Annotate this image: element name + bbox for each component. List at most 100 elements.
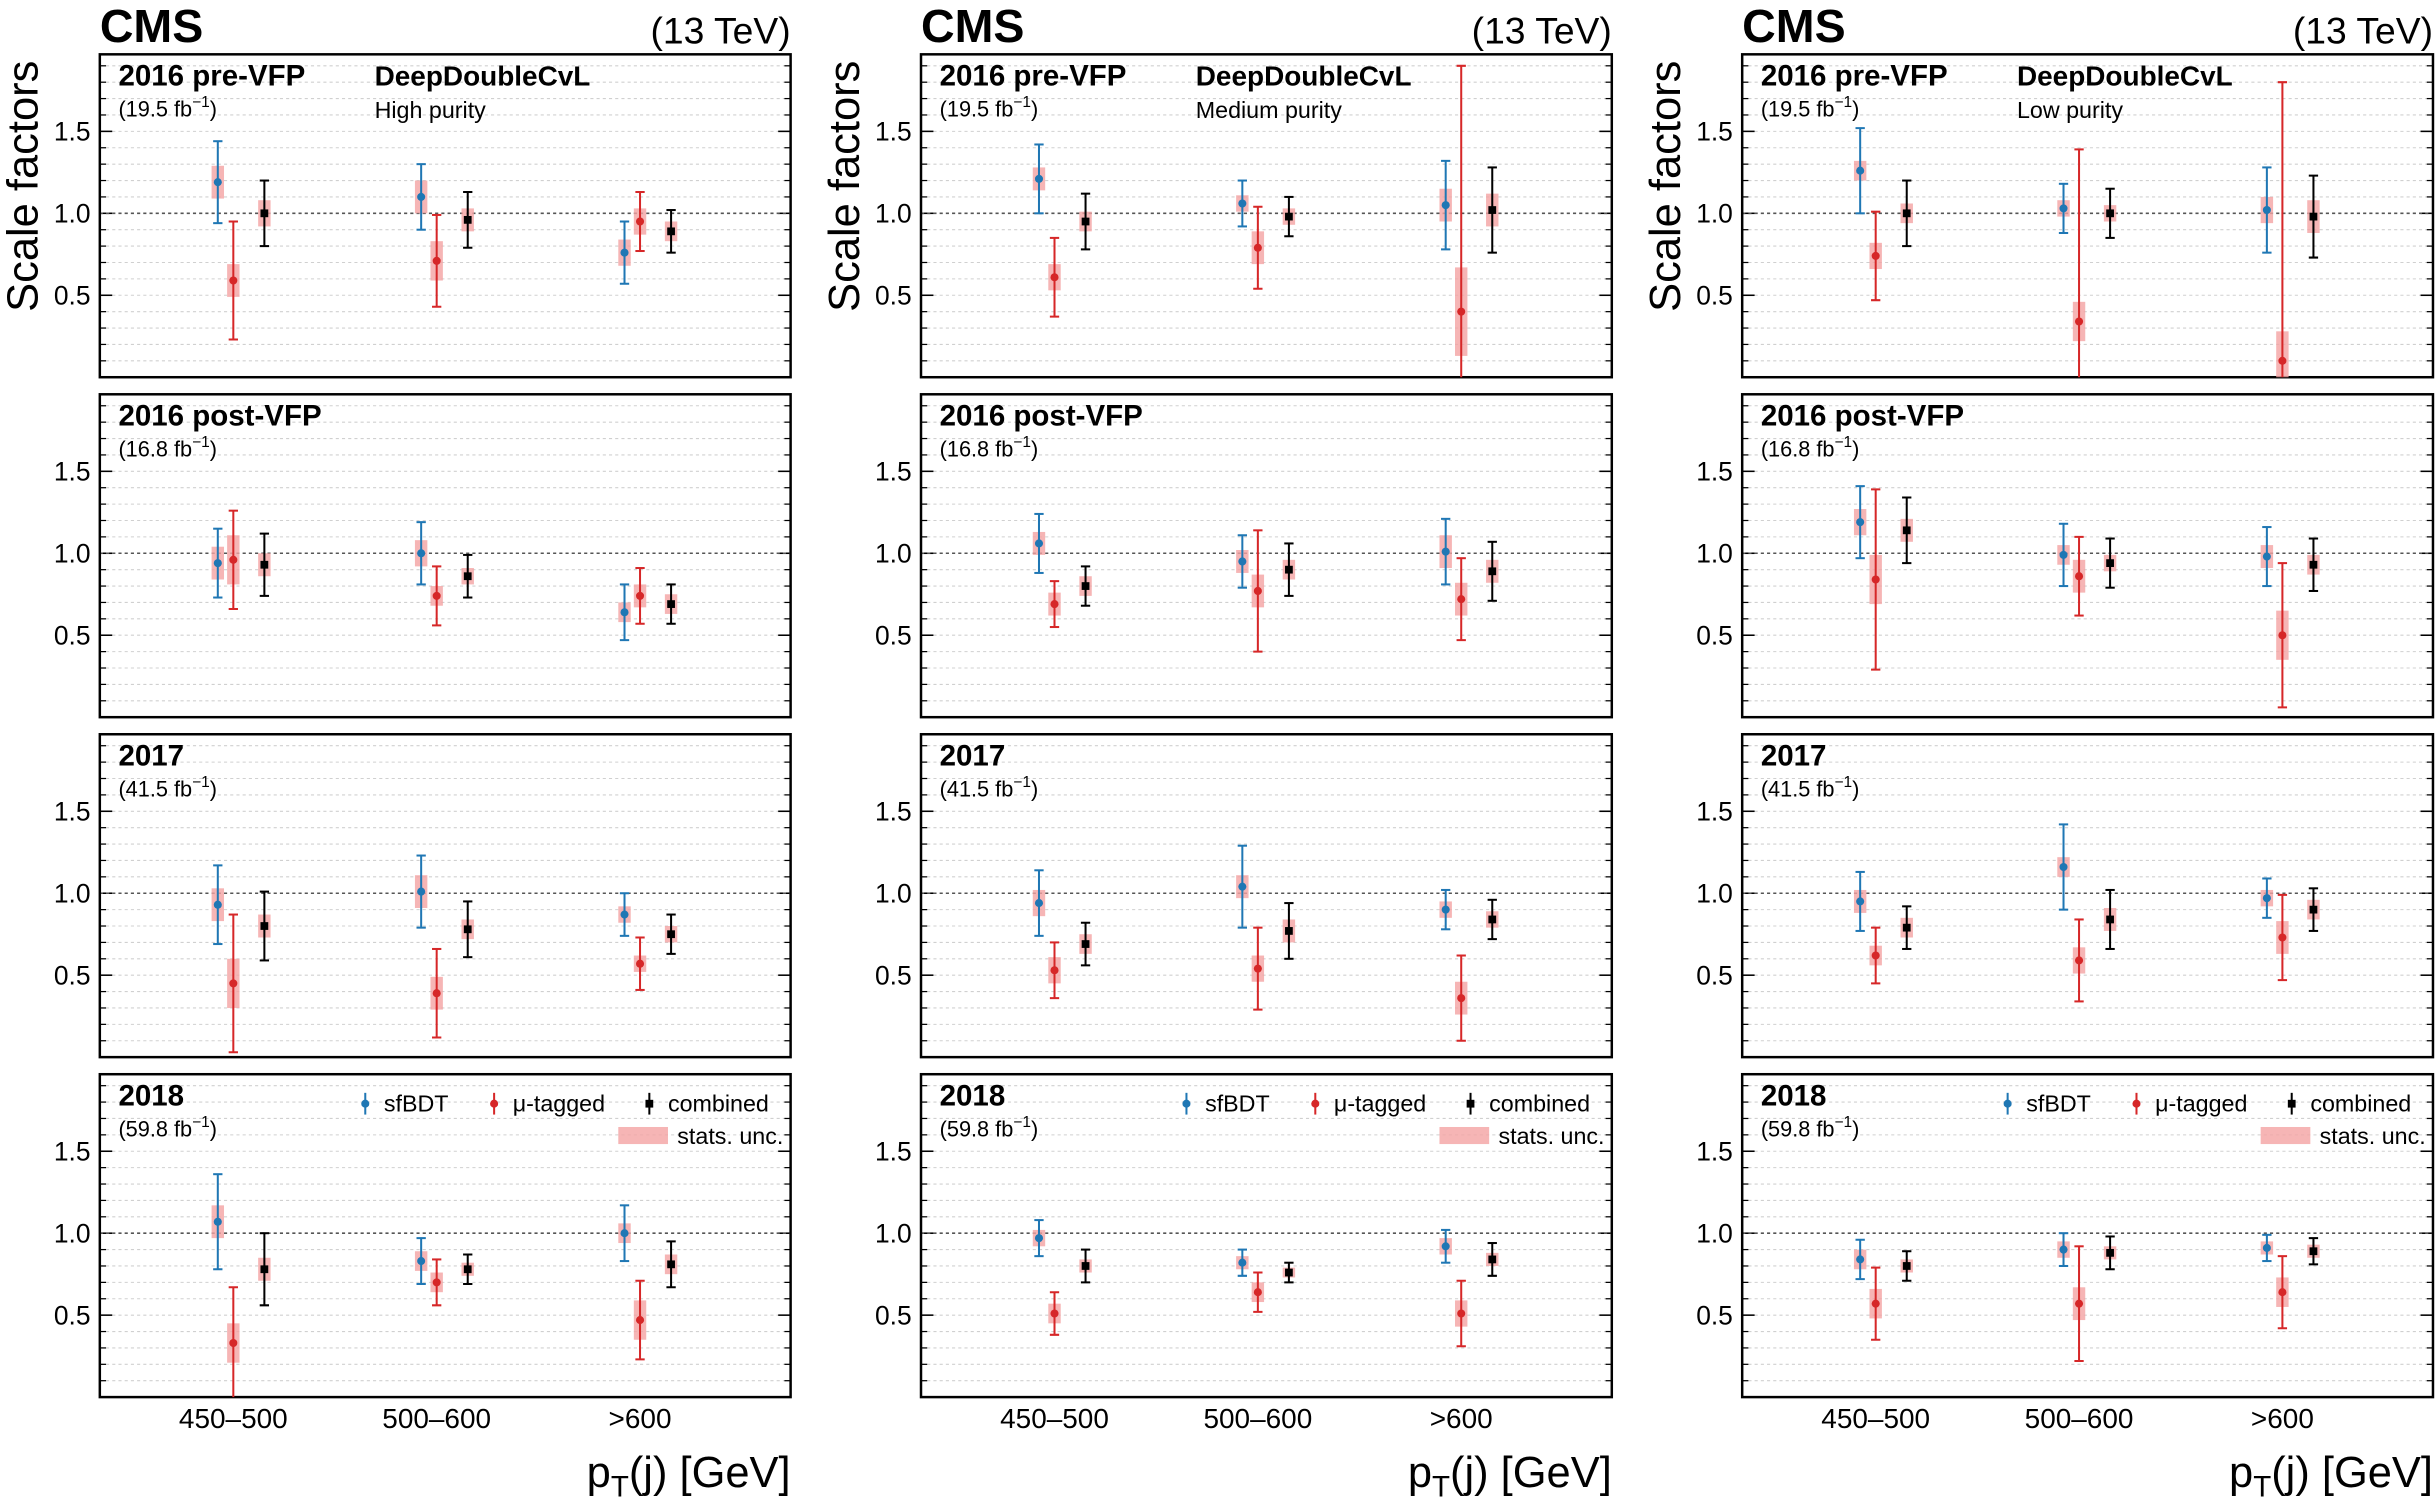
marker <box>417 887 426 896</box>
legend-label: μ-tagged <box>1334 1090 1426 1116</box>
lumi-part: ) <box>1031 776 1038 801</box>
marker <box>1902 526 1911 535</box>
marker <box>2059 550 2068 559</box>
energy-label: (13 TeV) <box>650 9 790 51</box>
marker <box>1238 557 1247 566</box>
x-tick-label: >600 <box>2251 1403 2314 1434</box>
y-tick-label: 1.5 <box>1696 457 1733 487</box>
lumi-label: (16.8 fb−1) <box>118 434 217 461</box>
lumi-label: (59.8 fb−1) <box>1761 1114 1860 1141</box>
cms-label: CMS <box>921 0 1024 52</box>
y-tick-label: 0.5 <box>1696 281 1733 311</box>
x-tick-label: 500–600 <box>1203 1403 1312 1434</box>
marker <box>1871 1299 1880 1308</box>
legend-label: stats. unc. <box>1498 1123 1604 1149</box>
x-axis-label-part: p <box>587 1449 611 1497</box>
marker <box>1081 940 1090 948</box>
marker <box>2059 862 2068 872</box>
marker <box>1871 575 1880 584</box>
y-tick-label: 1.5 <box>54 797 91 827</box>
y-tick-label: 0.5 <box>875 621 912 651</box>
lumi-sup: −1 <box>1013 434 1031 451</box>
panel-frame <box>98 733 792 1059</box>
x-axis-label-part: p <box>2229 1449 2253 1497</box>
y-tick-label: 1.0 <box>875 1219 912 1249</box>
marker <box>2106 915 2114 924</box>
legend-stat-swatch <box>618 1126 668 1145</box>
y-tick-label: 1.0 <box>54 879 91 909</box>
lumi-part: (41.5 fb <box>118 776 192 801</box>
lumi-part: ) <box>1852 776 1859 801</box>
marker <box>2278 933 2287 942</box>
lumi-part: ) <box>210 1116 217 1141</box>
y-tick-label: 1.5 <box>875 457 912 487</box>
y-tick-label: 0.5 <box>54 1300 91 1330</box>
lumi-part: ) <box>1031 96 1038 121</box>
legend-marker <box>1466 1099 1475 1108</box>
data-layer <box>1032 844 1499 1042</box>
energy-label: (13 TeV) <box>2293 9 2433 51</box>
marker <box>2278 1288 2287 1297</box>
y-tick-label: 1.5 <box>875 117 912 147</box>
marker <box>432 1278 441 1287</box>
marker <box>2262 1243 2271 1252</box>
y-tick-label: 1.5 <box>875 1137 912 1167</box>
lumi-label: (19.5 fb−1) <box>118 94 217 121</box>
marker <box>417 549 426 558</box>
marker <box>1050 1309 1059 1318</box>
legend-label: sfBDT <box>1205 1090 1270 1116</box>
period-label: 2018 <box>940 1079 1006 1112</box>
y-axis-label: Scale factors <box>0 61 48 312</box>
period-label: 2017 <box>1761 739 1827 772</box>
legend-label: combined <box>668 1090 769 1116</box>
lumi-part: ) <box>210 776 217 801</box>
marker <box>620 608 629 617</box>
lumi-part: (16.8 fb <box>1761 436 1835 461</box>
lumi-sup: −1 <box>1834 94 1852 111</box>
lumi-part: (59.8 fb <box>118 1116 192 1141</box>
legend-label: μ-tagged <box>513 1090 605 1116</box>
tagger-label: DeepDoubleCvL <box>1196 60 1412 91</box>
lumi-label: (19.5 fb−1) <box>940 94 1039 121</box>
marker <box>620 910 629 919</box>
purity-label: Low purity <box>2017 97 2123 123</box>
marker <box>463 215 472 224</box>
lumi-label: (41.5 fb−1) <box>1761 774 1860 801</box>
legend-marker <box>361 1099 370 1108</box>
lumi-sup: −1 <box>1013 774 1031 791</box>
y-tick-label: 1.0 <box>875 879 912 909</box>
period-label: 2016 pre-VFP <box>118 59 305 92</box>
legend-label: sfBDT <box>384 1090 449 1116</box>
marker <box>1050 966 1059 975</box>
lumi-sup: −1 <box>192 434 210 451</box>
marker <box>2059 204 2068 213</box>
y-tick-label: 0.5 <box>875 1300 912 1330</box>
y-tick-label: 1.5 <box>875 797 912 827</box>
period-label: 2016 post-VFP <box>1761 399 1964 432</box>
marker <box>1441 1242 1450 1251</box>
panel-frame <box>1740 733 2435 1059</box>
marker <box>1902 1262 1911 1270</box>
marker <box>1034 174 1044 183</box>
marker <box>1488 206 1497 214</box>
marker <box>1238 199 1247 208</box>
y-tick-label: 1.0 <box>875 199 912 229</box>
lumi-part: (59.8 fb <box>1761 1116 1835 1141</box>
legend-marker <box>1182 1099 1191 1108</box>
x-tick-label: 450–500 <box>1000 1403 1109 1434</box>
period-label: 2017 <box>940 739 1006 772</box>
lumi-part: ) <box>210 96 217 121</box>
marker <box>1253 243 1262 252</box>
legend-marker <box>2003 1099 2012 1108</box>
period-label: 2016 pre-VFP <box>940 59 1127 92</box>
marker <box>1902 923 1911 932</box>
x-tick-label: >600 <box>609 1403 672 1434</box>
cms-label: CMS <box>1742 0 1845 52</box>
